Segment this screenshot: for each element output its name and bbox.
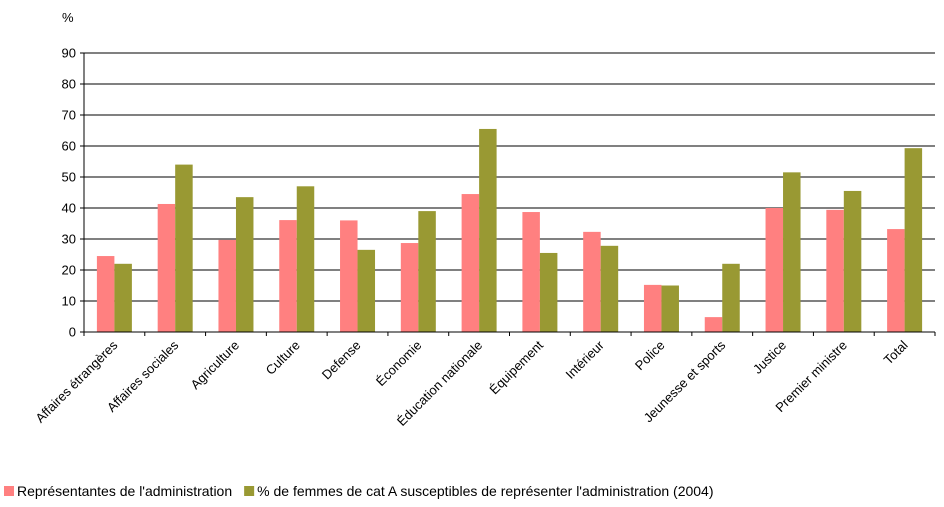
x-tick-label: Culture: [263, 338, 303, 378]
x-tick-label: Police: [632, 338, 668, 374]
y-tick-label: 20: [62, 263, 76, 278]
bar: [522, 212, 540, 332]
y-tick-label: 90: [62, 46, 76, 61]
y-tick-label: 40: [62, 201, 76, 216]
bar: [843, 190, 862, 332]
y-tick-label: 10: [62, 294, 76, 309]
y-tick-label: 60: [62, 139, 76, 154]
bar: [539, 252, 558, 332]
bar: [479, 128, 497, 332]
bar: [235, 197, 254, 332]
y-tick-label: 0: [69, 325, 76, 340]
x-tick-label: Defense: [319, 338, 364, 383]
bar: [661, 285, 679, 332]
x-tick-label: Équipement: [486, 337, 546, 397]
legend-swatch: [4, 486, 14, 496]
bar: [722, 263, 740, 332]
bar: [643, 284, 662, 332]
bar: [600, 245, 619, 332]
bar: [704, 317, 723, 332]
x-tick-label: Agriculture: [188, 338, 243, 393]
bar: [96, 256, 115, 332]
bar: [340, 220, 358, 332]
y-tick-label: 80: [62, 77, 76, 92]
bar: [783, 172, 801, 332]
bar: [904, 148, 923, 332]
y-tick-label: 70: [62, 108, 76, 123]
x-tick-label: Affaires étrangères: [32, 337, 120, 425]
bar: [418, 211, 436, 332]
bar: [157, 203, 176, 332]
bar: [887, 229, 905, 332]
x-tick-label: Justice: [750, 338, 789, 377]
bar: [765, 208, 784, 332]
x-tick-label: Économie: [373, 338, 424, 389]
x-tick-label: Intérieur: [562, 337, 607, 382]
bar: [400, 243, 419, 332]
legend-swatch: [244, 486, 255, 496]
y-tick-label: 50: [62, 170, 76, 185]
bar: [461, 194, 480, 332]
bar: [583, 231, 601, 332]
bar: [114, 263, 132, 332]
bar: [296, 186, 315, 332]
bar: [357, 249, 376, 332]
y-tick-label: 30: [62, 232, 76, 247]
bar: [279, 220, 297, 332]
x-tick-label: Total: [881, 337, 911, 367]
y-axis-label: %: [62, 10, 74, 25]
legend-label: Représentantes de l'administration: [17, 483, 232, 499]
legend-label: % de femmes de cat A susceptibles de rep…: [257, 483, 713, 499]
bar: [175, 164, 193, 332]
bar: [826, 209, 844, 332]
bar: [218, 239, 236, 332]
